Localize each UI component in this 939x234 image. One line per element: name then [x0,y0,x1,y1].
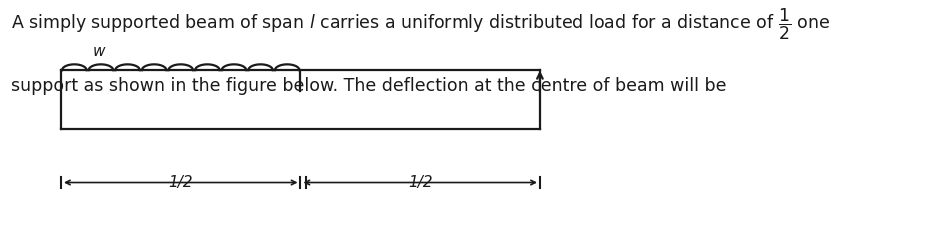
Text: $w$: $w$ [92,44,107,58]
Text: 1/2: 1/2 [168,175,193,190]
Text: support as shown in the figure below. The deflection at the centre of beam will : support as shown in the figure below. Th… [11,77,727,95]
Text: 1/2: 1/2 [408,175,433,190]
Text: A simply supported beam of span $\it{l}$ carries a uniformly distributed load fo: A simply supported beam of span $\it{l}$… [11,7,831,42]
